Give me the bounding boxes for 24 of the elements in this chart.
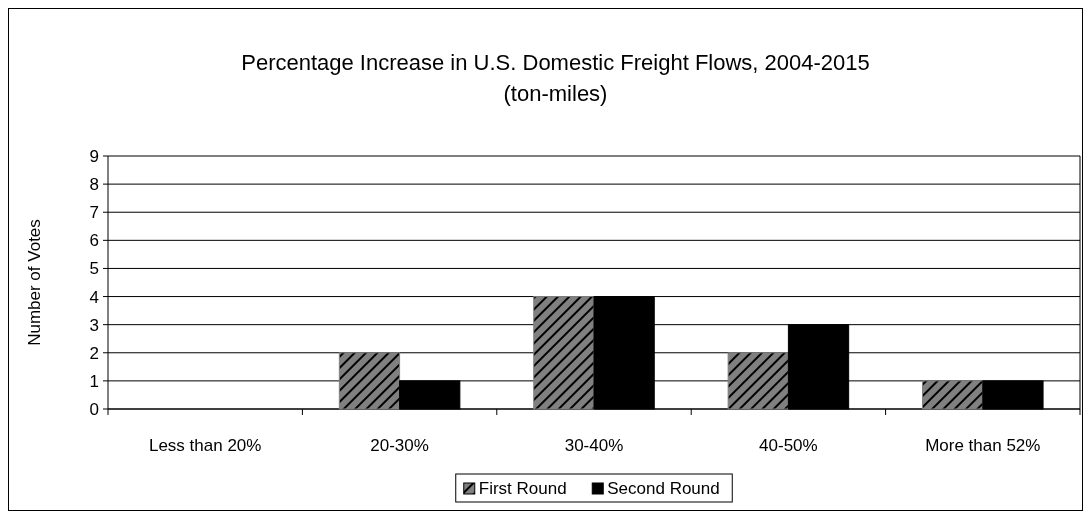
chart-title: Percentage Increase in U.S. Domestic Freight Flows, 2004-2015 — [241, 50, 870, 75]
y-tick-label: 7 — [89, 203, 99, 223]
y-tick-label: 3 — [89, 315, 99, 335]
x-tick-label: More than 52% — [925, 436, 1041, 455]
y-tick-label: 4 — [89, 287, 99, 307]
bar — [338, 352, 401, 410]
bar — [533, 296, 595, 410]
x-tick-label: 30-40% — [564, 436, 624, 455]
y-axis-title: Number of Votes — [25, 219, 44, 346]
bar — [727, 352, 789, 410]
x-tick-label: 20-30% — [370, 436, 429, 455]
legend-label: Second Round — [607, 479, 720, 498]
chart-subtitle: (ton-miles) — [503, 81, 608, 106]
y-tick-label: 0 — [89, 399, 99, 419]
bar — [922, 380, 984, 410]
y-tick-label: 9 — [89, 146, 99, 166]
legend-label: First Round — [478, 479, 567, 498]
y-tick-label: 8 — [89, 175, 99, 195]
x-tick-label: 40-50% — [759, 436, 818, 455]
y-tick-label: 5 — [89, 259, 99, 279]
x-tick-label: Less than 20% — [148, 436, 262, 455]
y-tick-label: 6 — [89, 231, 99, 251]
y-tick-label: 1 — [89, 371, 99, 391]
y-tick-label: 2 — [89, 343, 99, 363]
